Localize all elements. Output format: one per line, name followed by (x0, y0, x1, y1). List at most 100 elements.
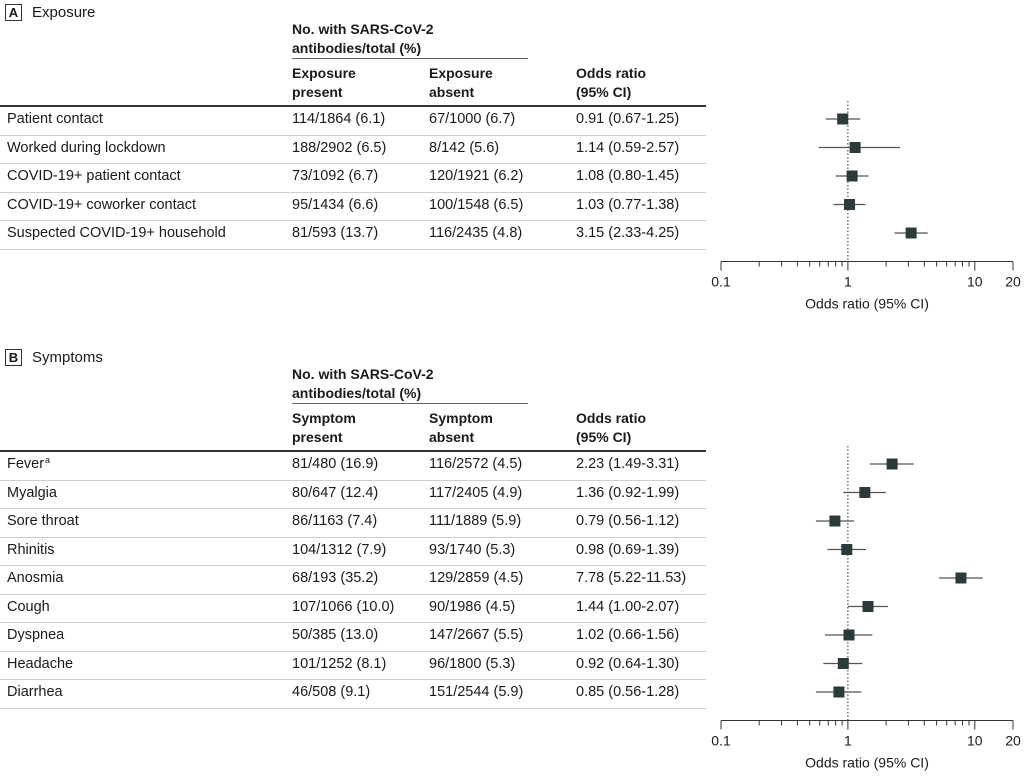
panel-label: B Symptoms (5, 349, 103, 366)
x-axis-label: Odds ratio (95% CI) (805, 296, 929, 312)
column-header-absent: Exposure absent (429, 65, 493, 100)
group-header-rule (292, 58, 528, 59)
panel-label: A Exposure (5, 4, 95, 21)
row-label: Headache (7, 655, 74, 672)
row-absent: 116/2572 (4.5) (429, 456, 523, 472)
row-absent: 96/1800 (5.3) (429, 655, 516, 672)
row-present: 73/1092 (6.7) (292, 168, 379, 184)
odds-ratio-marker (849, 142, 861, 153)
row-label: Dyspnea (7, 627, 65, 643)
odds-ratio-marker (859, 487, 871, 498)
row-odds-ratio: 0.98 (0.69-1.39) (576, 541, 680, 558)
row-absent: 90/1986 (4.5) (429, 598, 516, 615)
group-header-rule (292, 403, 528, 404)
table-rows: Patient contact 114/1864 (6.1) 67/1000 (6.… (0, 107, 706, 250)
x-tick-label: 20 (1005, 733, 1021, 749)
x-tick-label: 0.1 (711, 733, 731, 749)
table-rows: Fever a 81/480 (16.9) 116/2572 (4.5) 2.23 (1… (0, 452, 706, 709)
row-present: 188/2902 (6.5) (292, 139, 387, 156)
row-present: 81/593 (13.7) (292, 225, 379, 241)
row-present: 114/1864 (6.1) (292, 111, 386, 127)
odds-ratio-marker (837, 658, 849, 669)
row-absent: 8/142 (5.6) (429, 139, 500, 156)
table-row: Rhinitis 104/1312 (7.9) 93/1740 (5.3) 0.98 … (0, 538, 706, 566)
row-odds-ratio: 1.14 (0.59-2.57) (576, 139, 680, 156)
row-absent: 120/1921 (6.2) (429, 168, 524, 184)
odds-ratio-marker (862, 601, 874, 612)
forest-plot: 0.1 1 10 20 Odds ratio (95% CI) (711, 101, 1021, 312)
row-odds-ratio: 1.02 (0.66-1.56) (576, 627, 680, 643)
row-odds-ratio: 3.15 (2.33-4.25) (576, 225, 680, 241)
row-odds-ratio: 1.03 (0.77-1.38) (576, 196, 680, 213)
row-present: 80/647 (12.4) (292, 484, 379, 501)
row-label: Anosmia (7, 570, 64, 586)
column-header-odds-ratio: Odds ratio (95% CI) (576, 410, 647, 445)
row-present: 95/1434 (6.6) (292, 196, 379, 213)
table-row: Diarrhea 46/508 (9.1) 151/2544 (5.9) 0.85 (… (0, 680, 706, 709)
column-header-absent: Symptom absent (429, 410, 493, 445)
row-present: 104/1312 (7.9) (292, 541, 387, 558)
x-axis-label: Odds ratio (95% CI) (805, 755, 929, 771)
row-label: Myalgia (7, 484, 57, 501)
row-label: COVID-19+ patient contact (7, 168, 181, 184)
table-row: Headache 101/1252 (8.1) 96/1800 (5.3) 0.92 … (0, 652, 706, 680)
row-label: Cough (7, 598, 50, 615)
row-odds-ratio: 1.44 (1.00-2.07) (576, 598, 680, 615)
odds-ratio-marker (837, 113, 849, 125)
row-present: 101/1252 (8.1) (292, 655, 387, 672)
table-row: Worked during lockdown 188/2902 (6.5) 8/14… (0, 136, 706, 164)
panel-letter: B (5, 349, 22, 366)
row-absent: 147/2667 (5.5) (429, 627, 524, 643)
table-row: Myalgia 80/647 (12.4) 117/2405 (4.9) 1.36 (… (0, 481, 706, 509)
row-odds-ratio: 0.92 (0.64-1.30) (576, 655, 680, 672)
row-odds-ratio: 2.23 (1.49-3.31) (576, 456, 680, 472)
column-header-present: Exposure present (292, 65, 356, 100)
row-absent: 116/2435 (4.8) (429, 225, 523, 241)
row-odds-ratio: 0.91 (0.67-1.25) (576, 111, 680, 127)
table-row: Suspected COVID-19+ household 81/593 (13.… (0, 221, 706, 250)
x-tick-label: 20 (1005, 274, 1021, 290)
header-rule (0, 105, 706, 107)
table-row: COVID-19+ coworker contact 95/1434 (6.6) 1… (0, 193, 706, 221)
row-label: Fever (7, 456, 45, 472)
odds-ratio-marker (955, 572, 967, 584)
row-label: COVID-19+ coworker contact (7, 196, 196, 213)
row-present: 86/1163 (7.4) (292, 513, 378, 529)
row-absent: 67/1000 (6.7) (429, 111, 516, 127)
row-absent: 151/2544 (5.9) (429, 684, 524, 700)
row-absent: 93/1740 (5.3) (429, 541, 516, 558)
row-absent: 111/1889 (5.9) (429, 513, 522, 529)
row-label: Rhinitis (7, 541, 55, 558)
table-row: Cough 107/1066 (10.0) 90/1986 (4.5) 1.44 (1… (0, 595, 706, 623)
odds-ratio-marker (841, 544, 853, 555)
row-odds-ratio: 1.08 (0.80-1.45) (576, 168, 680, 184)
row-label: Suspected COVID-19+ household (7, 225, 226, 241)
column-header-odds-ratio: Odds ratio (95% CI) (576, 65, 647, 100)
row-present: 107/1066 (10.0) (292, 598, 395, 615)
table-row: Patient contact 114/1864 (6.1) 67/1000 (6.… (0, 107, 706, 136)
row-present: 46/508 (9.1) (292, 684, 371, 700)
row-odds-ratio: 0.79 (0.56-1.12) (576, 513, 680, 529)
table-row: Fever a 81/480 (16.9) 116/2572 (4.5) 2.23 (1… (0, 452, 706, 481)
odds-ratio-marker (833, 686, 845, 698)
group-header: No. with SARS-CoV-2 antibodies/total (%) (292, 21, 434, 56)
odds-ratio-marker (905, 227, 917, 239)
footnote-marker: a (45, 455, 51, 465)
forest-plot: 0.1 1 10 20 Odds ratio (95% CI) (711, 446, 1021, 771)
row-absent: 129/2859 (4.5) (429, 570, 524, 586)
x-tick-label: 1 (844, 733, 852, 749)
row-label: Diarrhea (7, 684, 63, 700)
group-header: No. with SARS-CoV-2 antibodies/total (%) (292, 366, 434, 401)
panel-title: Exposure (32, 4, 96, 21)
panel-exposure: A Exposure No. with SARS-CoV-2 antibodie… (0, 0, 1024, 330)
odds-ratio-marker (829, 515, 841, 527)
row-label: Patient contact (7, 111, 103, 127)
header-rule (0, 450, 706, 452)
odds-ratio-marker (844, 199, 856, 210)
odds-ratio-marker (886, 458, 898, 470)
row-label: Worked during lockdown (7, 139, 166, 156)
table-row: Dyspnea 50/385 (13.0) 147/2667 (5.5) 1.02 (… (0, 623, 706, 652)
row-absent: 100/1548 (6.5) (429, 196, 524, 213)
column-header-present: Symptom present (292, 410, 356, 445)
row-present: 68/193 (35.2) (292, 570, 379, 586)
